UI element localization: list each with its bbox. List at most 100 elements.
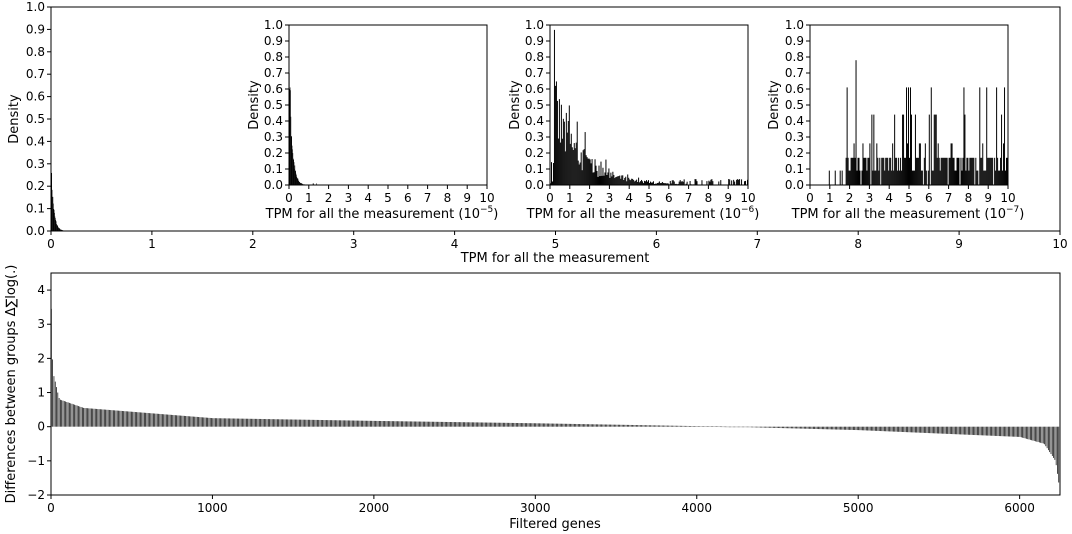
bottom-bar	[309, 419, 311, 427]
inset3-bar	[964, 114, 966, 185]
bottom-bar	[479, 422, 481, 427]
inset3-bar	[960, 157, 962, 185]
inset3-yticks: 0.0 0.1 0.2 0.3 0.4 0.5 0.6 0.7 0.8 0.9 1.0	[785, 18, 810, 192]
bottom-bar	[925, 426, 927, 433]
bottom-bar	[691, 426, 693, 427]
main-ytick-label: 0.3	[26, 157, 45, 171]
bottom-bar	[630, 424, 632, 427]
main-ytick-label: 0.7	[26, 67, 45, 81]
bottom-bar	[930, 426, 932, 434]
bottom-bar	[673, 425, 675, 427]
bottom-bar	[854, 426, 856, 431]
bottom-bar	[106, 409, 108, 427]
bottom-bar	[559, 423, 561, 427]
bottom-bar	[247, 418, 249, 427]
bottom-bar	[1040, 426, 1042, 443]
bottom-bar	[398, 421, 400, 427]
bottom-bar	[557, 423, 558, 427]
bottom-bar	[902, 426, 903, 432]
bottom-bar	[420, 421, 422, 427]
bottom-bar	[355, 420, 357, 427]
inset3-bar	[848, 170, 850, 185]
bottom-bar	[912, 426, 914, 433]
bottom-bar	[371, 420, 373, 427]
bottom-bar	[878, 426, 880, 431]
inset3-bar	[874, 170, 876, 185]
bottom-bar	[566, 423, 568, 427]
inset2-bar	[565, 112, 567, 185]
bottom-bar	[838, 426, 840, 430]
bottom-bar	[548, 423, 549, 427]
inset1-bar	[300, 183, 302, 185]
bottom-bar	[460, 422, 462, 427]
bottom-bar	[805, 426, 806, 429]
bottom-bar	[832, 426, 834, 430]
inset3-bar	[903, 114, 905, 185]
bottom-bar	[413, 421, 415, 427]
bottom-bar	[357, 420, 358, 427]
bottom-bar	[1006, 426, 1008, 437]
inset3-bar	[957, 157, 959, 185]
bottom-bar	[358, 420, 360, 427]
bottom-bar	[903, 426, 905, 433]
bottom-bar	[543, 423, 544, 427]
bottom-bar	[624, 424, 626, 427]
bottom-bar	[592, 424, 593, 427]
bottom-bar	[336, 420, 338, 427]
inset2-ytick-label: 0.9	[525, 34, 544, 48]
bottom-bar	[561, 423, 562, 427]
inset3-bar	[948, 157, 950, 185]
inset2-bar	[636, 179, 638, 185]
inset1-xtick-label: 4	[364, 191, 372, 205]
bottom-bar	[625, 424, 627, 427]
inset3-bar	[863, 157, 865, 185]
inset3-bar	[856, 170, 858, 185]
bottom-bar	[823, 426, 825, 430]
inset3-bar	[887, 157, 889, 185]
inset3-xtick-label: 3	[866, 191, 874, 205]
bottom-bar	[1058, 426, 1060, 483]
bottom-bar	[129, 411, 131, 427]
bottom-bar	[849, 426, 850, 430]
inset3-bar	[944, 157, 946, 185]
inset1-bar	[290, 116, 292, 185]
bottom-bar	[329, 420, 331, 427]
bottom-bar	[296, 419, 298, 427]
inset2-bar	[630, 180, 632, 185]
inset2-bar	[568, 105, 570, 185]
bottom-bar	[521, 423, 522, 427]
bottom-bar	[776, 426, 778, 428]
bottom-bar	[143, 412, 145, 427]
bottom-xtick-label: 4000	[681, 501, 712, 515]
inset2-bar	[637, 181, 639, 185]
inset2-ytick-label: 0.1	[525, 162, 544, 176]
bottom-bar	[669, 425, 671, 427]
bottom-bar	[273, 419, 274, 427]
bottom-bar	[789, 426, 791, 429]
inset1-ytick-label: 0.9	[264, 34, 283, 48]
inset2-bar	[557, 138, 559, 185]
bottom-bar	[620, 424, 622, 427]
bottom-bar	[523, 423, 525, 427]
main-bar	[53, 209, 55, 231]
inset2-bar	[617, 176, 619, 185]
bottom-bar	[953, 426, 955, 435]
bottom-bar	[865, 426, 867, 431]
bottom-bar	[889, 426, 890, 432]
bottom-bar	[637, 425, 639, 427]
bottom-bar	[634, 425, 636, 427]
inset1-ytick-label: 1.0	[264, 18, 283, 32]
bottom-bar	[641, 425, 642, 427]
inset3-bar	[997, 157, 999, 185]
inset3-axes-frame	[809, 24, 1009, 186]
inset2-bar	[696, 181, 698, 185]
inset2-bar	[669, 180, 671, 185]
bottom-bar	[871, 426, 872, 431]
bottom-bar	[1035, 426, 1036, 442]
bottom-bar	[965, 426, 967, 435]
bottom-bar	[353, 420, 354, 427]
bottom-bar	[690, 426, 692, 427]
bottom-bar	[302, 419, 304, 427]
bottom-bar	[722, 426, 724, 428]
inset1-bar	[290, 136, 292, 185]
